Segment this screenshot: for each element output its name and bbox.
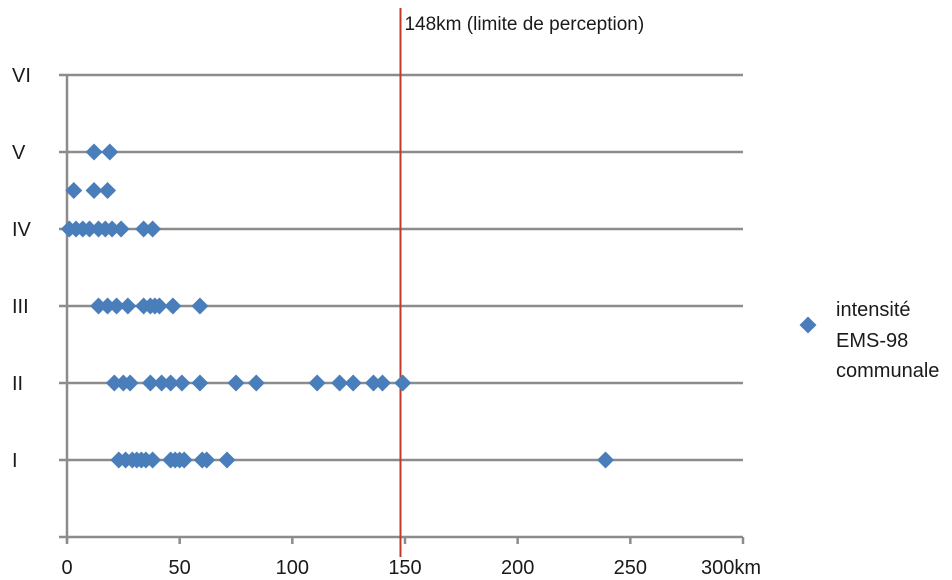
x-tick-label: 150 <box>388 557 421 579</box>
data-point <box>141 374 159 392</box>
data-point <box>191 374 209 392</box>
data-point <box>81 220 99 238</box>
data-point <box>153 374 171 392</box>
data-point <box>218 451 236 469</box>
data-point <box>150 297 168 315</box>
data-point <box>103 220 121 238</box>
data-point <box>191 297 209 315</box>
data-point <box>108 297 126 315</box>
data-point <box>344 374 362 392</box>
data-point <box>119 297 137 315</box>
legend: intensité EMS-98 communale <box>799 299 939 382</box>
data-point <box>85 182 103 199</box>
data-point <box>105 374 123 392</box>
x-tick-label: 300km <box>701 557 761 579</box>
y-tick-label: II <box>12 373 23 395</box>
x-tick-label: 100 <box>276 557 309 579</box>
gridlines <box>67 73 743 462</box>
x-tick-label: 200 <box>501 557 534 579</box>
reference-line-label: 148km (limite de perception) <box>404 14 644 35</box>
data-point <box>90 297 108 315</box>
data-point <box>135 220 153 238</box>
data-point <box>162 374 180 392</box>
data-point <box>164 297 182 315</box>
data-point <box>175 451 193 469</box>
x-tick-labels: 0 50 100 150 200 250 300km <box>61 537 761 579</box>
data-point <box>112 220 130 238</box>
data-point <box>394 374 412 392</box>
y-tick-label: V <box>12 142 26 164</box>
data-point <box>144 220 162 238</box>
data-point <box>65 182 83 199</box>
y-tick-label: VI <box>12 65 31 87</box>
data-point <box>373 374 391 392</box>
data-point <box>597 451 615 469</box>
y-tick-label: I <box>12 450 18 472</box>
data-point <box>331 374 349 392</box>
x-tick-label: 50 <box>169 557 191 579</box>
x-tick-label: 250 <box>614 557 647 579</box>
y-tick-label: IV <box>12 219 32 241</box>
x-tick-label: 0 <box>61 557 72 579</box>
data-point <box>144 451 162 469</box>
data-point <box>198 451 216 469</box>
data-point <box>99 182 117 199</box>
data-point <box>227 374 245 392</box>
data-point <box>364 374 382 392</box>
data-point <box>121 374 139 392</box>
legend-label-line-3: communale <box>836 360 939 382</box>
data-point <box>308 374 326 392</box>
legend-label-line-1: intensité <box>836 299 911 321</box>
data-point <box>173 374 191 392</box>
y-tick-label: III <box>12 296 29 318</box>
data-points <box>60 143 615 469</box>
data-point <box>101 143 119 161</box>
data-point <box>99 297 117 315</box>
data-point <box>85 143 103 161</box>
data-point <box>247 374 265 392</box>
legend-label-line-2: EMS-98 <box>836 330 908 352</box>
legend-marker <box>799 316 817 334</box>
